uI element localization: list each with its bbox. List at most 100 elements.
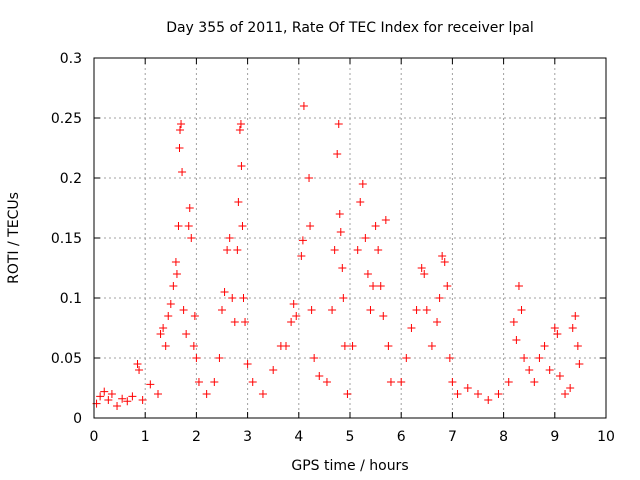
data-point <box>520 354 529 362</box>
data-point <box>194 378 203 386</box>
data-point <box>427 342 436 350</box>
data-point <box>340 342 349 350</box>
data-point <box>397 378 406 386</box>
data-point <box>187 234 196 242</box>
data-point <box>343 390 352 398</box>
data-point <box>504 378 513 386</box>
data-point <box>540 342 549 350</box>
data-point <box>223 246 232 254</box>
data-point <box>133 360 142 368</box>
data-point <box>575 360 584 368</box>
data-point <box>235 126 244 134</box>
data-point <box>366 306 375 314</box>
data-point <box>573 342 582 350</box>
data-point <box>156 330 165 338</box>
data-point <box>239 294 248 302</box>
data-point <box>545 366 554 374</box>
data-point <box>448 378 457 386</box>
data-point <box>356 198 365 206</box>
x-tick-label: 10 <box>597 429 615 445</box>
data-point <box>381 216 390 224</box>
data-point <box>113 402 122 410</box>
data-point <box>463 384 472 392</box>
x-tick-label: 2 <box>192 429 201 445</box>
data-point <box>175 144 184 152</box>
data-point <box>287 318 296 326</box>
data-point <box>386 378 395 386</box>
data-point <box>298 236 307 245</box>
data-point <box>305 174 314 182</box>
data-point <box>292 312 301 320</box>
chart-title: Day 355 of 2011, Rate Of TEC Index for r… <box>166 20 534 36</box>
data-point <box>299 102 308 110</box>
x-tick-label: 8 <box>499 429 508 445</box>
data-point <box>159 324 168 332</box>
data-point <box>422 306 431 314</box>
data-point <box>306 222 315 230</box>
data-point <box>433 318 442 326</box>
data-point <box>335 210 344 218</box>
data-point <box>339 294 348 302</box>
data-point <box>178 168 187 176</box>
data-point <box>550 324 559 332</box>
data-point <box>453 390 462 398</box>
data-point <box>417 264 426 272</box>
data-point <box>233 246 242 254</box>
data-point <box>494 390 503 398</box>
data-point <box>484 396 493 404</box>
data-point <box>218 306 226 314</box>
data-point <box>230 318 239 326</box>
data-point <box>561 390 570 398</box>
data-point <box>234 198 243 206</box>
data-point <box>241 318 250 326</box>
data-point <box>225 234 234 242</box>
data-point <box>517 306 526 314</box>
data-point <box>171 258 180 266</box>
data-point <box>107 390 116 398</box>
data-point <box>189 342 198 350</box>
data-point <box>512 336 521 344</box>
x-axis-title: GPS time / hours <box>291 458 408 474</box>
data-point <box>118 394 127 403</box>
data-point <box>553 330 562 338</box>
data-point <box>474 390 482 398</box>
data-point <box>104 396 113 404</box>
data-point <box>176 126 185 134</box>
data-point <box>376 282 385 290</box>
data-point <box>361 234 370 242</box>
y-tick-label: 0 <box>73 411 82 427</box>
data-point <box>310 354 319 362</box>
data-point <box>514 282 523 290</box>
x-tick-label: 4 <box>294 429 303 445</box>
data-point <box>566 384 575 392</box>
data-point <box>210 378 219 386</box>
data-point <box>371 222 380 230</box>
axis-ticks: 0 1 2 3 4 5 6 7 8 9 10 0 0.05 0.1 0.15 0.2 0.25 0.3 <box>51 51 615 445</box>
data-point <box>435 294 444 302</box>
data-points <box>92 102 584 410</box>
data-point <box>420 270 429 278</box>
data-point <box>237 162 246 170</box>
data-point <box>154 390 162 398</box>
y-tick-label: 0.05 <box>51 351 82 367</box>
data-point <box>215 354 224 362</box>
data-point <box>128 392 137 401</box>
y-tick-label: 0.1 <box>60 291 82 307</box>
data-point <box>243 360 252 368</box>
data-point <box>192 354 201 362</box>
data-point <box>445 354 454 362</box>
x-tick-label: 5 <box>346 429 355 445</box>
data-point <box>177 120 186 128</box>
x-tick-label: 6 <box>397 429 406 445</box>
data-point <box>185 204 194 212</box>
data-point <box>374 246 383 254</box>
data-point <box>334 120 343 128</box>
data-point <box>169 282 178 290</box>
data-point <box>179 306 188 314</box>
data-point <box>161 342 170 350</box>
x-tick-label: 3 <box>243 429 252 445</box>
data-point <box>100 387 109 396</box>
x-tick-label: 7 <box>448 429 457 445</box>
data-point <box>135 366 144 374</box>
